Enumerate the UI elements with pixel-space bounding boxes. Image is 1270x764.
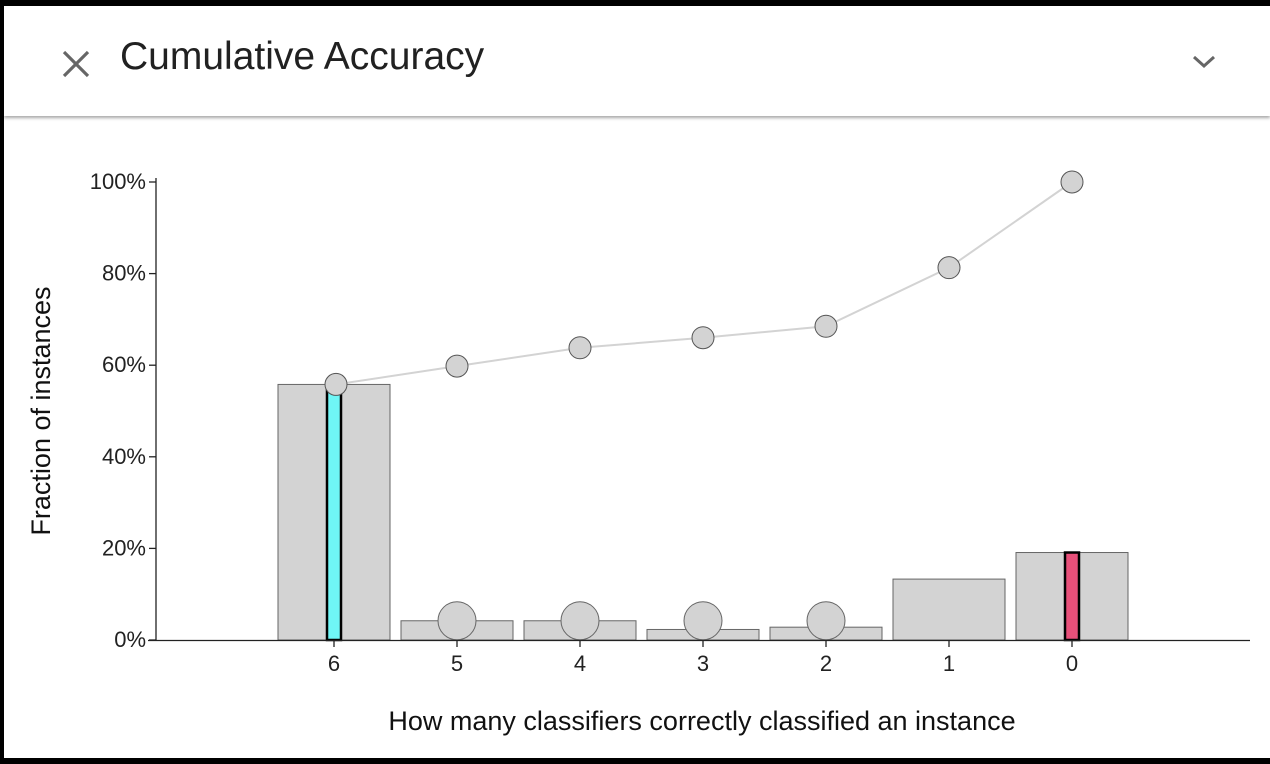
y-tick-label: 20% [102,535,146,560]
x-tick-label: 5 [451,651,463,676]
cumulative-point-1 [937,256,961,280]
panel-header: Cumulative Accuracy [4,6,1270,116]
expand-button[interactable] [1186,46,1222,78]
bar-circle-4 [560,601,600,641]
cumulative-accuracy-chart: 0% 20% 40% 60% 80% 100% 6 5 4 3 2 1 0 Fraction of in… [26,169,1250,736]
cumulative-line [335,181,1073,386]
x-tick-label: 1 [943,651,955,676]
x-axis-title: How many classifiers correctly classifie… [388,706,1015,736]
highlight-bar-6 [325,383,343,642]
close-icon [62,50,90,78]
close-button[interactable] [54,38,98,82]
cumulative-point-2 [814,314,838,338]
cumulative-accuracy-panel: Cumulative Accuracy 0% 20% 40% 60% 80% 100% 6 5… [4,6,1270,758]
y-tick-label: 60% [102,352,146,377]
x-tick-label: 0 [1066,651,1078,676]
bars-layer [277,383,1129,641]
bar-circle-2 [806,601,846,641]
bar-1 [892,578,1006,641]
y-tick-label: 80% [102,261,146,286]
x-tick-label: 6 [328,651,340,676]
x-tick-label: 2 [820,651,832,676]
x-tick-label: 4 [574,651,586,676]
cumulative-line-layer [324,170,1084,396]
highlight-bar-0 [1063,551,1081,642]
chevron-down-icon [1192,55,1216,69]
axes-layer: 0% 20% 40% 60% 80% 100% 6 5 4 3 2 1 0 [90,169,1250,676]
y-tick-label: 40% [102,444,146,469]
panel-title: Cumulative Accuracy [120,35,485,78]
x-tick-label: 3 [697,651,709,676]
cumulative-point-0 [1060,170,1084,194]
bar-circle-3 [683,601,723,641]
cumulative-point-4 [568,336,592,360]
cumulative-point-6 [324,372,348,396]
y-tick-label: 0% [114,627,146,652]
cumulative-point-5 [445,354,469,378]
cumulative-point-3 [691,326,715,350]
y-tick-label: 100% [90,169,146,194]
bar-circle-5 [437,601,477,641]
y-axis-title: Fraction of instances [26,286,56,535]
